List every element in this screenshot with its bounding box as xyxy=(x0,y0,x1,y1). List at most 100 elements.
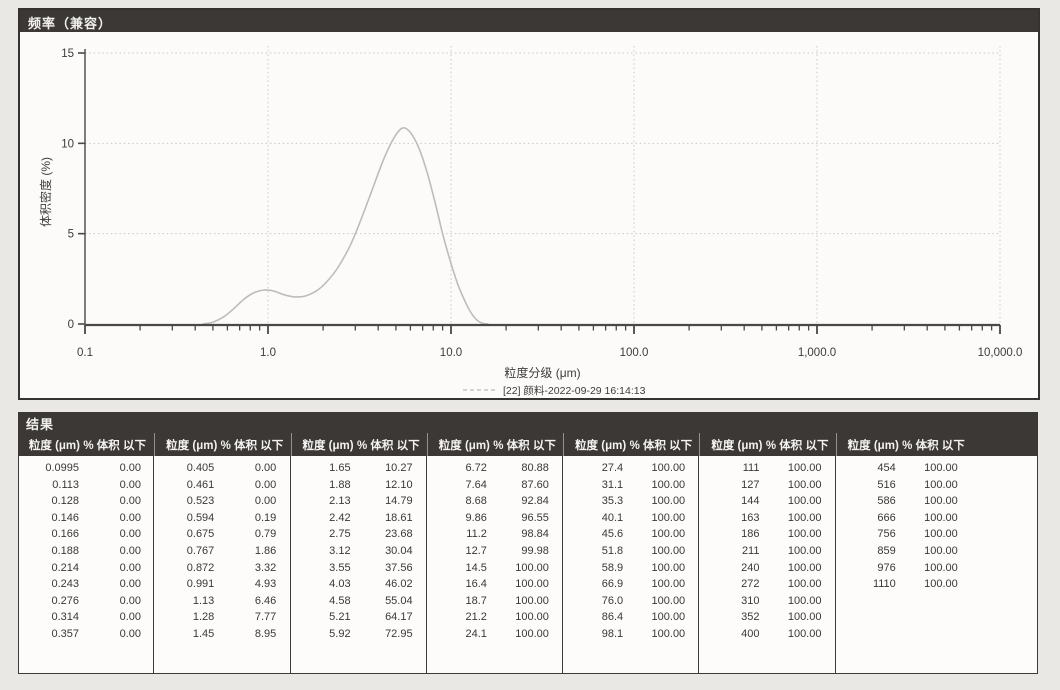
percent-volume-under-value: 18.61 xyxy=(385,511,413,524)
results-column-box: 0.405 0.00 0.461 0.00 0.523 0.00 0.594 0.19 0.67… xyxy=(154,456,291,674)
results-panel-title: 结果 xyxy=(18,412,1038,433)
size-value: 586 xyxy=(877,495,896,508)
frequency-chart-panel: 频率（兼容） 0 5 10 15 0.1 1.0 10.0 100.0 1,000.0 10,00… xyxy=(18,8,1040,400)
table-row: 186 100.00 xyxy=(699,526,834,543)
table-row: 35.3 100.00 xyxy=(563,493,698,510)
percent-volume-under-value: 7.77 xyxy=(254,611,277,624)
size-value: 0.594 xyxy=(186,511,215,524)
size-value: 2.42 xyxy=(329,511,351,524)
table-row: 0.872 3.32 xyxy=(154,560,289,577)
size-value: 40.1 xyxy=(601,511,624,524)
percent-volume-under-value: 100.00 xyxy=(787,594,822,607)
table-row: 0.675 0.79 xyxy=(154,526,289,543)
percent-volume-under-value: 100.00 xyxy=(515,578,549,591)
table-row: 1.88 12.10 xyxy=(291,477,426,494)
size-value: 16.4 xyxy=(465,578,487,591)
size-value: 0.872 xyxy=(186,561,215,574)
x-axis-tick-label: 0.1 xyxy=(77,347,93,359)
results-column-box: 6.72 80.88 7.64 87.60 8.68 92.84 9.86 96.55 11.2… xyxy=(426,456,564,674)
table-row: 8.68 92.84 xyxy=(427,493,562,510)
size-value: 976 xyxy=(877,561,896,574)
percent-volume-under-value: 0.00 xyxy=(119,578,141,591)
table-row: 14.5 100.00 xyxy=(427,560,562,577)
table-row: 51.8 100.00 xyxy=(563,543,698,560)
column-header-group: 粒度 (μm)% 体积 以下 xyxy=(699,433,835,456)
percent-volume-under-value: 100.00 xyxy=(651,462,686,474)
table-row: 24.1 100.00 xyxy=(427,626,562,643)
table-row: 0.128 0.00 xyxy=(19,493,153,510)
size-column-header: 粒度 (μm) xyxy=(166,439,218,452)
table-row: 16.4 100.00 xyxy=(427,576,562,593)
results-header-row: 粒度 (μm)% 体积 以下 粒度 (μm)% 体积 以下 粒度 (μm)% 体积 … xyxy=(18,433,1038,456)
chart-panel-title: 频率（兼容） xyxy=(20,10,1038,32)
size-value: 4.58 xyxy=(329,594,351,607)
size-value: 0.243 xyxy=(51,578,79,591)
percent-volume-under-value: 98.84 xyxy=(521,528,549,541)
size-value: 86.4 xyxy=(601,611,624,624)
size-value: 859 xyxy=(877,544,896,557)
size-value: 0.675 xyxy=(186,528,215,541)
percent-volume-under-value: 12.10 xyxy=(385,478,413,491)
table-row: 127 100.00 xyxy=(699,477,834,494)
size-value: 666 xyxy=(877,511,896,524)
percent-volume-under-value: 1.86 xyxy=(254,544,277,557)
size-value: 0.0995 xyxy=(45,462,79,474)
size-value: 400 xyxy=(741,627,760,640)
table-row: 0.214 0.00 xyxy=(19,560,153,577)
x-axis-tick-label: 100.0 xyxy=(620,347,649,359)
size-value: 0.405 xyxy=(186,462,215,474)
percent-volume-under-value: 0.79 xyxy=(254,528,277,541)
size-value: 0.461 xyxy=(186,478,215,491)
size-value: 310 xyxy=(741,594,760,607)
percent-volume-under-value: 100.00 xyxy=(787,627,822,640)
size-value: 0.357 xyxy=(51,627,79,640)
table-row: 0.461 0.00 xyxy=(154,477,289,494)
percent-volume-under-value: 0.00 xyxy=(254,462,277,474)
size-value: 1.65 xyxy=(329,462,351,474)
size-value: 0.767 xyxy=(186,544,215,557)
size-value: 6.72 xyxy=(465,462,487,474)
percent-volume-under-value: 100.00 xyxy=(924,528,958,541)
table-row: 0.767 1.86 xyxy=(154,543,289,560)
size-value: 11.2 xyxy=(466,528,487,541)
size-value: 18.7 xyxy=(465,594,487,607)
percent-volume-under-value: 100.00 xyxy=(787,495,822,508)
table-row: 86.4 100.00 xyxy=(563,609,698,626)
table-row: 666 100.00 xyxy=(836,510,1037,527)
y-axis-tick-label: 15 xyxy=(61,48,74,60)
percent-volume-under-value: 100.00 xyxy=(651,495,686,508)
percent-volume-under-value: 10.27 xyxy=(385,462,413,474)
x-axis-tick-label: 1,000.0 xyxy=(798,347,836,359)
percent-volume-under-value: 3.32 xyxy=(254,561,277,574)
percent-volume-under-value: 96.55 xyxy=(521,511,549,524)
table-row: 0.523 0.00 xyxy=(154,493,289,510)
percent-volume-under-value: 37.56 xyxy=(385,561,413,574)
percent-volume-under-value: 100.00 xyxy=(515,611,549,624)
percent-volume-under-value: 100.00 xyxy=(924,544,958,557)
percent-volume-under-value: 72.95 xyxy=(385,627,413,640)
percent-volume-under-value: 100.00 xyxy=(787,611,822,624)
percent-volume-under-value: 100.00 xyxy=(924,511,958,524)
size-value: 0.523 xyxy=(186,495,215,508)
size-value: 1.45 xyxy=(192,627,215,640)
table-row: 40.1 100.00 xyxy=(563,510,698,527)
percent-volume-under-column-header: % 体积 以下 xyxy=(356,439,420,452)
table-row: 1.28 7.77 xyxy=(154,609,289,626)
table-row: 756 100.00 xyxy=(836,526,1037,543)
size-value: 8.68 xyxy=(465,495,487,508)
percent-volume-under-value: 100.00 xyxy=(787,511,822,524)
column-header-group: 粒度 (μm)% 体积 以下 xyxy=(835,433,1038,456)
results-body: 0.0995 0.00 0.113 0.00 0.128 0.00 0.146 0.00 0.1… xyxy=(18,456,1038,674)
percent-volume-under-value: 0.00 xyxy=(119,594,141,607)
x-axis-tick-label: 10.0 xyxy=(440,347,462,359)
percent-volume-under-value: 6.46 xyxy=(254,594,277,607)
percent-volume-under-value: 87.60 xyxy=(521,478,549,491)
size-value: 3.55 xyxy=(329,561,351,574)
y-axis-title: 体积密度 (%) xyxy=(38,157,53,227)
size-value: 163 xyxy=(741,511,760,524)
size-value: 9.86 xyxy=(465,511,487,524)
size-value: 352 xyxy=(741,611,760,624)
percent-volume-under-value: 100.00 xyxy=(651,561,686,574)
column-header-group: 粒度 (μm)% 体积 以下 xyxy=(563,433,699,456)
legend-label: [22] 颜料-2022-09-29 16:14:13 xyxy=(503,384,646,396)
